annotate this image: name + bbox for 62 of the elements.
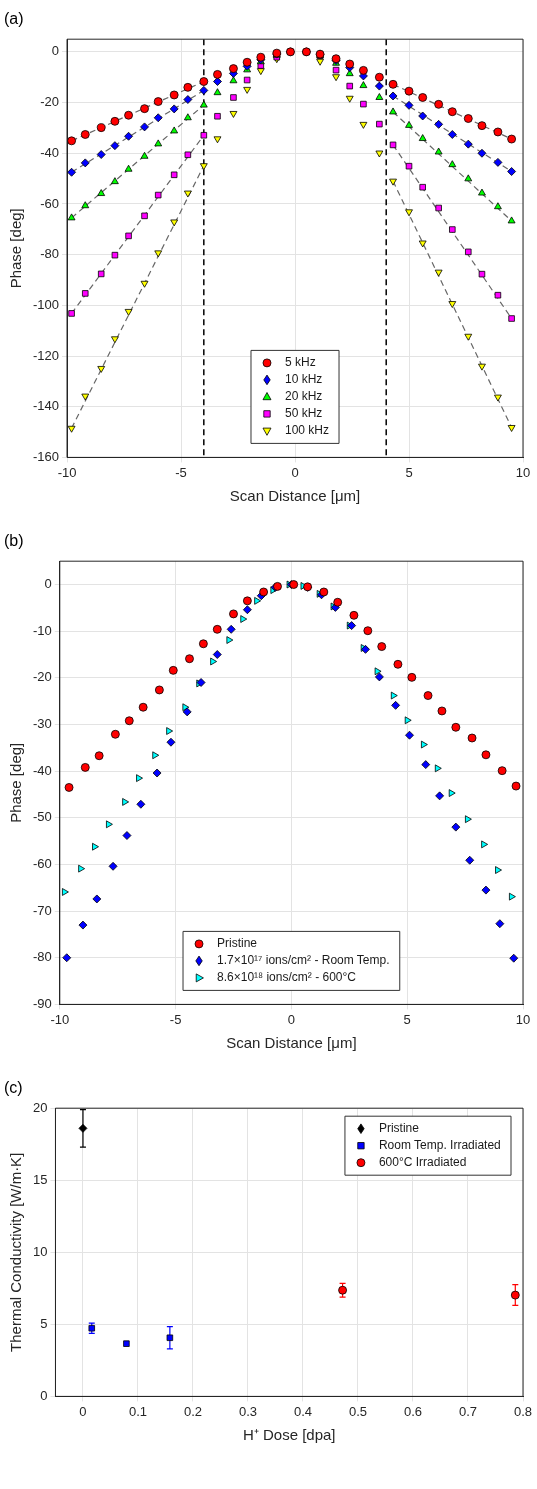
x-tick-label: 5	[403, 1011, 411, 1027]
x-tick-label: 0	[79, 1403, 87, 1419]
y-tick-label: -60	[40, 195, 60, 211]
legend-label: Room Temp. Irradiated	[378, 1138, 501, 1153]
legend-label: 600°C Irradiated	[378, 1155, 467, 1170]
x-tick-label: 0.5	[348, 1403, 368, 1419]
x-tick-label: 10	[515, 464, 531, 480]
y-tick-label: -90	[32, 995, 52, 1011]
x-tick-label: 5	[405, 464, 413, 480]
x-tick-label: -10	[57, 464, 77, 480]
y-axis-title: Phase [deg]	[7, 742, 25, 823]
y-tick-label: -160	[32, 448, 60, 464]
legend-label: 10 kHz	[285, 372, 323, 387]
x-axis-title: Scan Distance [μm]	[229, 487, 361, 505]
legend-label: 5 kHz	[285, 355, 316, 370]
y-tick-label: 0	[44, 576, 52, 592]
y-tick-label: -60	[32, 856, 52, 872]
x-tick-label: 0	[291, 464, 299, 480]
x-tick-label: 0.4	[293, 1403, 313, 1419]
y-tick-label: -40	[32, 762, 52, 778]
x-tick-label: 0.1	[128, 1403, 148, 1419]
x-tick-label: 0.6	[403, 1403, 423, 1419]
y-tick-label: -100	[32, 296, 60, 312]
legend-label: 100 kHz	[285, 423, 330, 438]
y-tick-label: 15	[32, 1171, 48, 1187]
y-tick-label: -80	[32, 949, 52, 965]
y-tick-label: -30	[32, 716, 52, 732]
y-tick-label: -20	[40, 94, 60, 110]
chart-title: (a)	[4, 10, 24, 28]
legend-label: 20 kHz	[285, 389, 323, 404]
y-tick-label: 10	[32, 1243, 48, 1259]
chart-title: (c)	[4, 1079, 23, 1097]
y-tick-label: 5	[40, 1315, 48, 1331]
y-tick-label: 0	[40, 1387, 48, 1403]
y-tick-label: -50	[32, 809, 52, 825]
x-tick-label: 0.3	[238, 1403, 258, 1419]
y-tick-label: -70	[32, 902, 52, 918]
y-axis-title: Phase [deg]	[7, 208, 25, 289]
y-axis-title: Thermal Conductivity [W/m·K]	[7, 1152, 25, 1352]
y-tick-label: 0	[51, 43, 60, 59]
chart-title: (b)	[4, 532, 24, 550]
x-tick-label: 10	[515, 1011, 531, 1027]
x-axis-title: H⁺ Dose [dpa]	[242, 1426, 336, 1444]
x-axis-title: Scan Distance [μm]	[226, 1034, 357, 1052]
legend-label: Pristine	[378, 1121, 420, 1136]
y-tick-label: -80	[40, 246, 60, 262]
legend-label: 50 kHz	[285, 406, 323, 421]
y-tick-label: 20	[32, 1099, 48, 1115]
legend-label: Pristine	[217, 936, 258, 951]
y-tick-label: -20	[32, 669, 52, 685]
y-tick-label: -120	[32, 347, 60, 363]
x-tick-label: -5	[169, 1011, 182, 1027]
x-tick-label: 0.8	[513, 1403, 533, 1419]
y-tick-label: -140	[32, 398, 60, 414]
y-tick-label: -40	[40, 144, 60, 160]
x-tick-label: -5	[175, 464, 187, 480]
legend-label: 1.7×10¹⁷ ions/cm² - Room Temp.	[217, 953, 390, 968]
y-tick-label: -10	[32, 622, 52, 638]
x-tick-label: 0	[287, 1011, 296, 1027]
x-tick-label: 0.7	[458, 1403, 478, 1419]
legend-label: 8.6×10¹⁸ ions/cm² - 600°C	[217, 970, 357, 985]
x-tick-label: 0.2	[183, 1403, 203, 1419]
